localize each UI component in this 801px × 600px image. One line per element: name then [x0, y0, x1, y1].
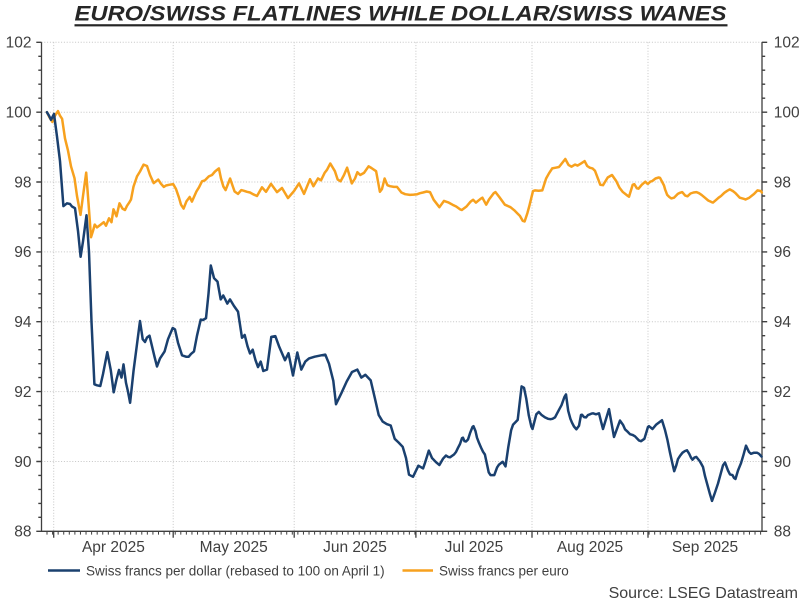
svg-text:88: 88 — [774, 524, 791, 541]
svg-text:Source: LSEG Datastream: Source: LSEG Datastream — [609, 585, 798, 600]
svg-text:94: 94 — [774, 314, 792, 331]
svg-text:100: 100 — [774, 105, 800, 122]
svg-text:92: 92 — [774, 384, 791, 401]
svg-text:Apr 2025: Apr 2025 — [82, 539, 145, 556]
svg-text:98: 98 — [774, 174, 791, 191]
svg-text:92: 92 — [14, 384, 31, 401]
svg-text:May 2025: May 2025 — [200, 539, 268, 556]
svg-text:Sep 2025: Sep 2025 — [672, 539, 738, 556]
svg-text:96: 96 — [14, 244, 31, 261]
svg-text:EURO/SWISS FLATLINES WHILE DOL: EURO/SWISS FLATLINES WHILE DOLLAR/SWISS … — [75, 2, 728, 26]
svg-text:88: 88 — [14, 524, 31, 541]
svg-text:Aug 2025: Aug 2025 — [557, 539, 623, 556]
svg-text:94: 94 — [14, 314, 32, 331]
svg-text:Jul 2025: Jul 2025 — [445, 539, 504, 556]
svg-text:Swiss francs per dollar (rebas: Swiss francs per dollar (rebased to 100 … — [86, 564, 385, 579]
svg-text:100: 100 — [6, 105, 32, 122]
svg-text:98: 98 — [14, 174, 31, 191]
svg-text:102: 102 — [6, 35, 32, 52]
svg-text:90: 90 — [14, 454, 32, 471]
svg-text:Swiss francs per euro: Swiss francs per euro — [439, 564, 569, 579]
svg-text:96: 96 — [774, 244, 791, 261]
svg-text:Jun 2025: Jun 2025 — [323, 539, 387, 556]
svg-text:102: 102 — [774, 35, 800, 52]
svg-text:90: 90 — [774, 454, 792, 471]
